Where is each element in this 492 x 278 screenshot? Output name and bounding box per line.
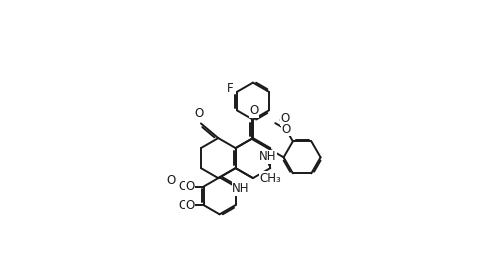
Text: NH: NH — [259, 150, 277, 163]
Text: O: O — [281, 123, 291, 136]
Text: F: F — [227, 82, 234, 95]
Text: O: O — [185, 198, 194, 212]
Text: O: O — [185, 180, 194, 193]
Text: NH: NH — [232, 182, 250, 195]
Text: O: O — [280, 113, 290, 125]
Text: O: O — [167, 174, 176, 187]
Text: O: O — [194, 107, 203, 120]
Text: O: O — [178, 180, 187, 193]
Text: CH₃: CH₃ — [259, 172, 281, 185]
Text: O: O — [249, 104, 259, 117]
Text: O: O — [178, 198, 187, 212]
